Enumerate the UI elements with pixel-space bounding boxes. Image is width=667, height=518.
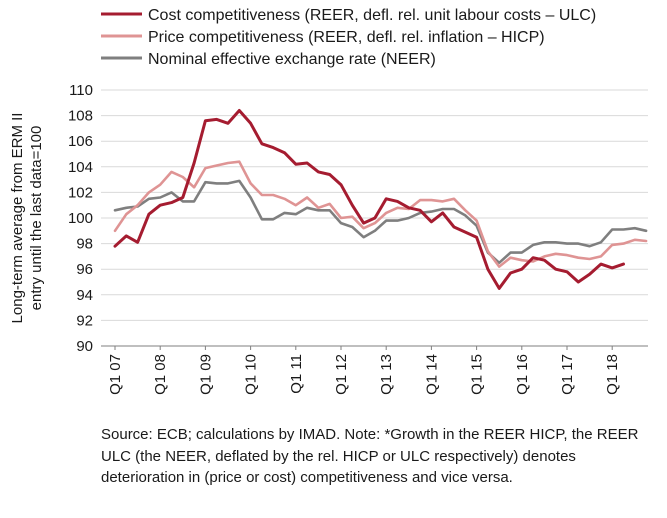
- x-tick-label: Q1 09: [197, 354, 214, 395]
- x-tick-label: Q1 18: [604, 354, 621, 395]
- x-tick-label: Q1 10: [243, 354, 260, 395]
- series-line-2: [113, 160, 648, 268]
- legend-label: Price competitiveness (REER, defl. rel. …: [148, 29, 545, 46]
- y-axis-title-line1: Long-term average from ERM II: [9, 113, 26, 324]
- y-tick-label: 102: [68, 184, 93, 201]
- y-tick-label: 96: [76, 261, 93, 278]
- legend-label: Cost competitiveness (REER, defl. rel. u…: [148, 7, 596, 24]
- x-tick-label: Q1 15: [469, 354, 486, 395]
- axis-labels: 90 92 94 96 98 100 102 104 106 108 110 Q1 07 Q1 08 Q1…: [9, 82, 621, 395]
- x-tick-label: Q1 11: [288, 354, 305, 394]
- x-tick-label: Q1 17: [559, 354, 576, 395]
- x-tick-label: Q1 12: [333, 354, 350, 395]
- y-tick-label: 108: [68, 108, 93, 125]
- y-tick-label: 90: [76, 338, 93, 355]
- x-tick-label: Q1 08: [152, 354, 169, 395]
- source-note: Source: ECB; calculations by IMAD. Note:…: [101, 426, 639, 486]
- y-tick-label: 98: [76, 236, 93, 253]
- y-tick-label: 94: [76, 287, 93, 304]
- legend: Cost competitiveness (REER, defl. rel. u…: [101, 7, 596, 68]
- legend-label: Nominal effective exchange rate (NEER): [148, 51, 436, 68]
- y-tick-label: 110: [69, 82, 93, 99]
- axes: [101, 345, 648, 350]
- y-tick-label: 92: [76, 312, 93, 329]
- y-tick-label: 106: [68, 133, 93, 150]
- x-tick-label: Q1 07: [107, 354, 124, 395]
- x-tick-label: Q1 13: [378, 354, 395, 395]
- y-axis-title-line2: entry until the last data=100: [28, 126, 45, 311]
- line-chart: Cost competitiveness (REER, defl. rel. u…: [9, 7, 648, 395]
- series-lines: [113, 109, 648, 290]
- x-tick-label: Q1 14: [423, 354, 440, 395]
- y-tick-label: 104: [68, 159, 93, 176]
- x-tick-label: Q1 16: [514, 354, 531, 395]
- series-line-1: [113, 109, 625, 290]
- y-tick-label: 100: [68, 210, 93, 227]
- series-line-3: [113, 179, 648, 265]
